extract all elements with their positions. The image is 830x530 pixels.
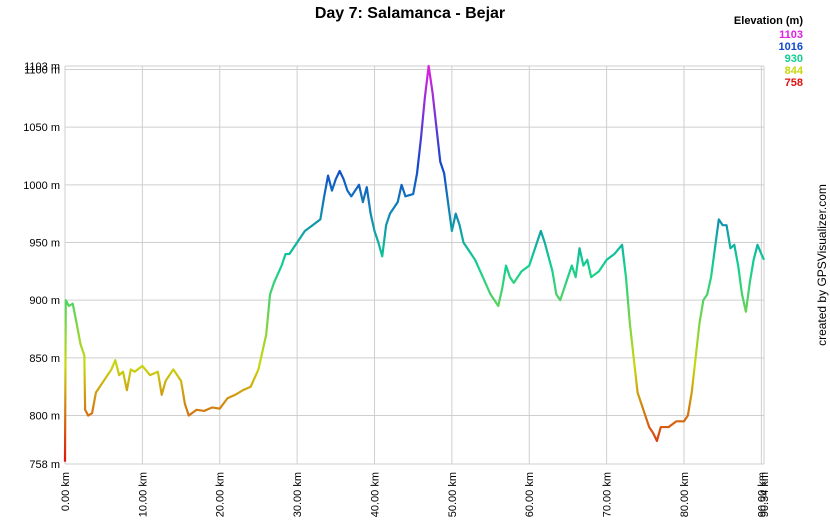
legend-value: 930 <box>785 53 803 65</box>
x-tick-label: 30.00 km <box>292 472 304 517</box>
elevation-line <box>63 64 766 462</box>
legend-value: 758 <box>785 77 803 89</box>
y-tick-label: 900 m <box>29 295 60 307</box>
y-tick-label: 758 m <box>29 459 60 471</box>
legend-value: 1103 <box>779 29 803 41</box>
x-tick-label: 40.00 km <box>369 472 381 517</box>
y-tick-label: 1103 m <box>24 61 60 73</box>
x-tick-label: 90.34 km <box>759 472 771 517</box>
y-tick-label: 800 m <box>29 411 60 423</box>
x-tick-label: 90.00 km <box>756 472 768 517</box>
x-tick-label: 70.00 km <box>602 472 614 517</box>
y-tick-label: 1000 m <box>23 180 60 192</box>
x-tick-label: 0.00 km <box>60 472 72 511</box>
legend-title: Elevation (m) <box>734 15 803 27</box>
x-tick-label: 80.00 km <box>679 472 691 517</box>
x-tick-label: 50.00 km <box>447 472 459 517</box>
legend-value: 1016 <box>779 41 803 53</box>
y-tick-label: 1050 m <box>23 122 60 134</box>
legend-value: 844 <box>785 65 804 77</box>
y-tick-label: 850 m <box>29 353 60 365</box>
chart-title: Day 7: Salamanca - Bejar <box>315 5 505 22</box>
credit: created by GPSVisualizer.com <box>815 184 829 346</box>
x-tick-label: 60.00 km <box>524 472 536 517</box>
y-tick-label: 1100 m <box>24 64 60 76</box>
x-tick-label: 10.00 km <box>137 472 149 517</box>
x-tick-label: 20.00 km <box>215 472 227 517</box>
y-tick-label: 950 m <box>29 238 60 250</box>
